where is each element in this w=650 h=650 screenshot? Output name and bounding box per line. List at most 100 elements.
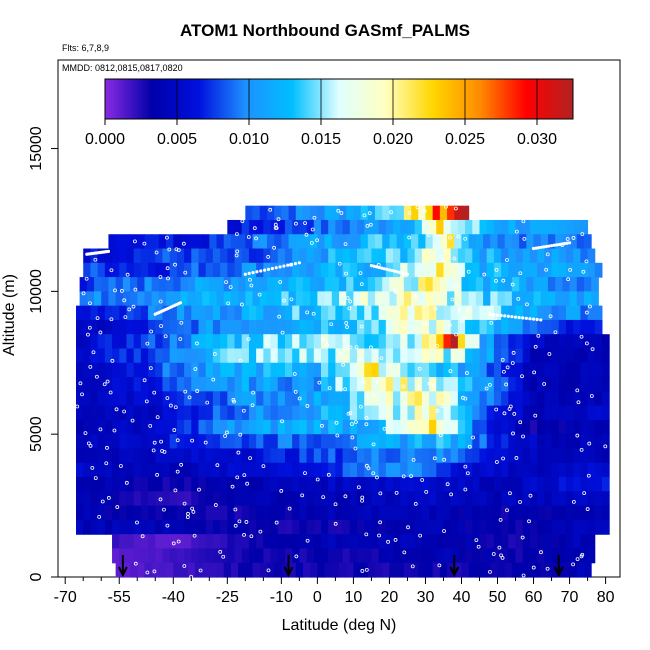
track-point [565, 241, 569, 245]
sample-point [130, 418, 135, 423]
heatmap-cell [176, 462, 185, 478]
heatmap-cell [295, 562, 304, 578]
sample-point [327, 386, 332, 391]
heatmap-cell [421, 534, 430, 550]
heatmap-cell [450, 491, 459, 507]
heatmap-cell [421, 319, 430, 335]
sample-point [193, 367, 198, 371]
heatmap-cell [205, 462, 214, 478]
sample-point [528, 493, 533, 498]
heatmap-cell [133, 434, 142, 450]
heatmap-cell [522, 334, 531, 350]
heatmap-cell [587, 448, 596, 464]
heatmap-cell [126, 548, 135, 564]
heatmap-cell [479, 419, 488, 435]
heatmap-cell [259, 291, 268, 307]
heatmap-cell [357, 519, 365, 535]
heatmap-cell [198, 305, 207, 321]
heatmap-cell [256, 305, 264, 321]
sample-point [346, 411, 351, 416]
heatmap-cell [191, 348, 199, 364]
heatmap-cell [580, 377, 589, 392]
heatmap-cell [299, 248, 308, 264]
heatmap-cell [501, 491, 509, 507]
heatmap-cell [162, 348, 171, 364]
heatmap-cell [292, 219, 300, 235]
heatmap-cell [263, 519, 272, 535]
heatmap-cell [479, 391, 488, 407]
heatmap-cell [371, 348, 380, 364]
heatmap-cell [169, 434, 178, 450]
heatmap-cell [475, 562, 484, 578]
heatmap-cell [508, 448, 517, 464]
heatmap-cell [519, 291, 527, 307]
sample-point [358, 404, 363, 409]
sample-point [365, 223, 370, 228]
heatmap-cell [357, 248, 365, 264]
heatmap-cell [465, 419, 473, 435]
x-axis: -70 -55 -40 -25 -10 0 10 20 30 40 50 60 70 80 [54, 577, 615, 606]
heatmap-cell [457, 491, 466, 507]
heatmap-cell [169, 505, 178, 521]
heatmap-cell [457, 534, 466, 550]
sample-point [165, 266, 170, 271]
x-tick-label: 0 [313, 589, 322, 606]
heatmap-cell [331, 277, 340, 292]
heatmap-cell [479, 248, 488, 264]
heatmap-cell [313, 219, 322, 235]
heatmap-cell [385, 419, 394, 435]
heatmap-cell [194, 234, 203, 250]
heatmap-cell [130, 291, 138, 307]
heatmap-cell [486, 262, 495, 278]
heatmap-cell [108, 277, 117, 292]
heatmap-cell [328, 534, 336, 550]
sample-point [87, 325, 92, 330]
heatmap-cell [429, 434, 437, 450]
sample-point [359, 282, 364, 287]
heatmap-cell [537, 377, 545, 392]
heatmap-cell [540, 234, 549, 250]
heatmap-cell [457, 505, 466, 521]
heatmap-cell [400, 405, 408, 421]
heatmap-cell [284, 419, 293, 435]
heatmap-cell [223, 234, 232, 250]
sample-point [545, 566, 550, 571]
sample-point [520, 374, 524, 379]
heatmap-cell [522, 491, 531, 507]
heatmap-cell [436, 334, 444, 350]
heatmap-cell [198, 505, 207, 521]
heatmap-cell [248, 377, 257, 392]
heatmap-cell [472, 462, 480, 478]
heatmap-cell [378, 219, 387, 235]
heatmap-cell [389, 234, 398, 250]
heatmap-cell [573, 262, 581, 278]
heatmap-cell [320, 305, 329, 321]
colorbar-tick-label: 0.015 [301, 131, 341, 148]
heatmap-cell [393, 405, 401, 421]
heatmap-cell [90, 419, 99, 435]
heatmap-cell [457, 377, 466, 392]
y-tick-label: 0 [28, 572, 45, 581]
heatmap-cell [248, 405, 257, 421]
sample-point [251, 390, 256, 395]
heatmap-cell [140, 548, 149, 564]
sample-point [162, 449, 167, 454]
sample-point [378, 520, 382, 525]
heatmap-cell [493, 462, 502, 478]
heatmap-cell [133, 405, 142, 421]
heatmap-cell [364, 262, 372, 278]
heatmap-cell [299, 505, 308, 521]
heatmap-cell [349, 505, 358, 521]
heatmap-cell [407, 505, 416, 521]
heatmap-cell [198, 362, 207, 378]
heatmap-cell [234, 434, 243, 450]
sample-point [124, 480, 129, 485]
heatmap-cell [378, 519, 387, 535]
sample-point [158, 299, 163, 304]
heatmap-cell [331, 291, 340, 307]
heatmap-cell [176, 248, 185, 264]
heatmap-cell [558, 319, 567, 335]
heatmap-cell [364, 491, 372, 507]
heatmap-cell [277, 534, 286, 550]
sample-point [584, 310, 589, 315]
